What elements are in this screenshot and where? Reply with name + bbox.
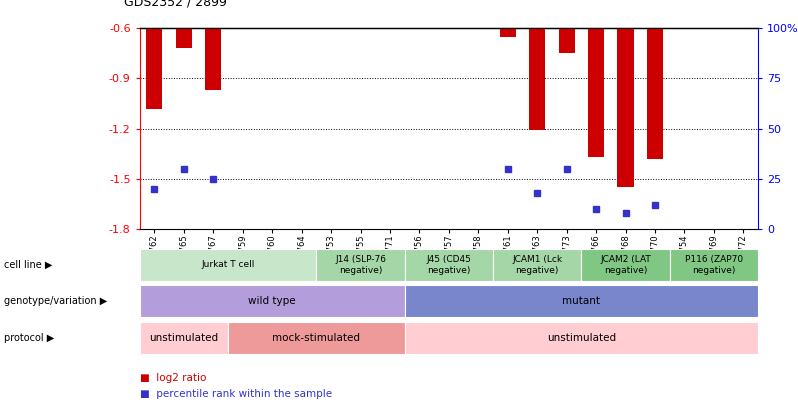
Bar [146, 28, 163, 109]
Bar [559, 28, 575, 53]
Bar [205, 28, 221, 90]
Bar [582, 249, 670, 281]
Text: protocol ▶: protocol ▶ [4, 333, 54, 343]
Text: genotype/variation ▶: genotype/variation ▶ [4, 296, 107, 306]
Bar [405, 249, 493, 281]
Bar [588, 28, 604, 157]
Bar [405, 286, 758, 317]
Text: unstimulated: unstimulated [547, 333, 616, 343]
Text: JCAM2 (LAT
negative): JCAM2 (LAT negative) [600, 255, 651, 275]
Text: JCAM1 (Lck
negative): JCAM1 (Lck negative) [512, 255, 563, 275]
Bar [500, 28, 516, 37]
Bar [140, 322, 228, 354]
Text: unstimulated: unstimulated [149, 333, 219, 343]
Bar [176, 28, 192, 48]
Text: mock-stimulated: mock-stimulated [272, 333, 361, 343]
Text: J14 (SLP-76
negative): J14 (SLP-76 negative) [335, 255, 386, 275]
Text: ■  log2 ratio: ■ log2 ratio [140, 373, 206, 383]
Bar [670, 249, 758, 281]
Bar [493, 249, 582, 281]
Text: ■  percentile rank within the sample: ■ percentile rank within the sample [140, 389, 332, 399]
Text: J45 (CD45
negative): J45 (CD45 negative) [426, 255, 472, 275]
Text: GDS2352 / 2899: GDS2352 / 2899 [124, 0, 227, 8]
Bar [647, 28, 663, 159]
Bar [316, 249, 405, 281]
Bar [618, 28, 634, 187]
Text: mutant: mutant [563, 296, 600, 306]
Text: Jurkat T cell: Jurkat T cell [201, 260, 255, 269]
Bar [140, 286, 405, 317]
Bar [405, 322, 758, 354]
Bar [140, 249, 316, 281]
Text: P116 (ZAP70
negative): P116 (ZAP70 negative) [685, 255, 743, 275]
Bar [228, 322, 405, 354]
Bar [529, 28, 545, 130]
Text: cell line ▶: cell line ▶ [4, 260, 53, 270]
Text: wild type: wild type [248, 296, 296, 306]
